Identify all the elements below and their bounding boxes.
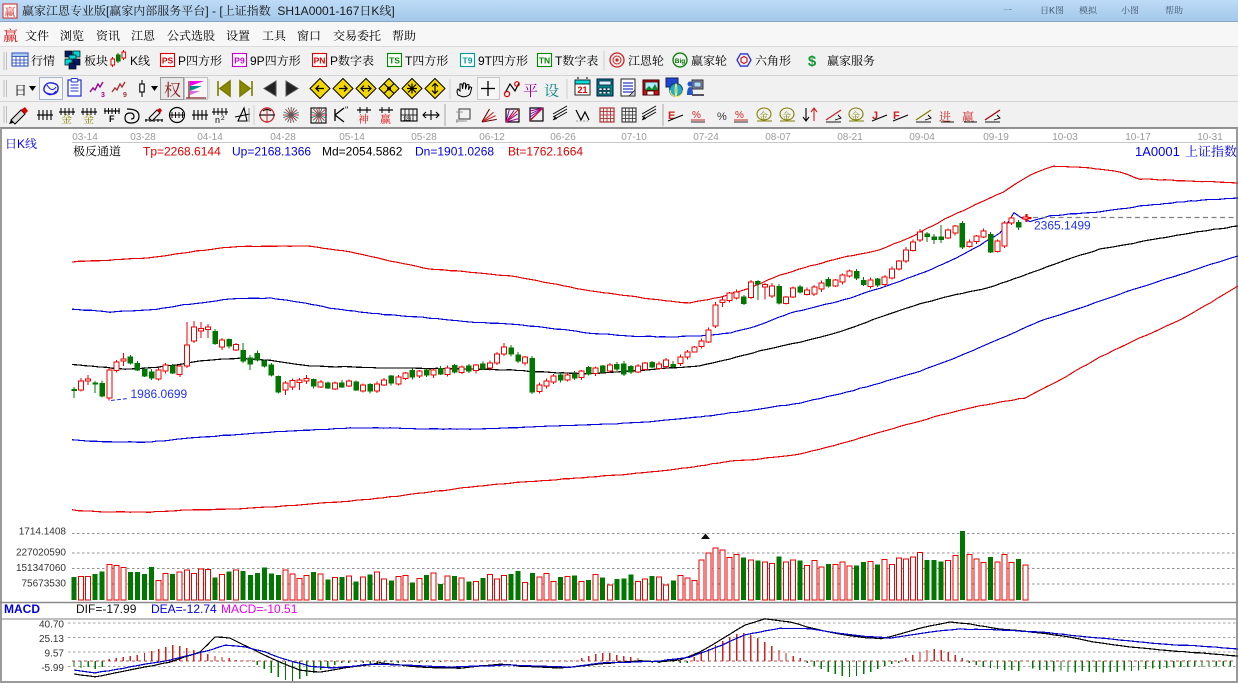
svg-text:2: 2 xyxy=(221,115,225,122)
svg-text:TN: TN xyxy=(539,56,550,66)
svg-text:n: n xyxy=(215,115,220,125)
svg-text:10-03: 10-03 xyxy=(1052,132,1078,143)
svg-text:03-28: 03-28 xyxy=(130,132,156,143)
svg-text:06-12: 06-12 xyxy=(479,132,505,143)
svg-text:%: % xyxy=(692,110,701,121)
svg-text:07-10: 07-10 xyxy=(621,132,647,143)
svg-text:T9: T9 xyxy=(463,56,473,66)
svg-text:Dn=1901.0268: Dn=1901.0268 xyxy=(415,145,494,159)
svg-text:3: 3 xyxy=(101,92,105,99)
svg-text:": " xyxy=(345,105,348,115)
svg-text:151347060: 151347060 xyxy=(16,563,66,574)
svg-text:1986.0699: 1986.0699 xyxy=(131,387,188,401)
svg-text:9.57: 9.57 xyxy=(45,649,65,660)
svg-text:10-31: 10-31 xyxy=(1197,132,1223,143)
svg-text:08-21: 08-21 xyxy=(837,132,863,143)
svg-text:PN: PN xyxy=(314,56,326,66)
svg-text:[: [ xyxy=(106,4,110,18)
svg-text:SH1A0001-167: SH1A0001-167 xyxy=(271,4,360,18)
svg-text:9T: 9T xyxy=(478,54,493,68)
svg-text:1A0001: 1A0001 xyxy=(1135,144,1180,159)
svg-text:08-07: 08-07 xyxy=(765,132,791,143)
svg-text:9: 9 xyxy=(123,92,127,99)
svg-text:21: 21 xyxy=(577,85,587,95)
svg-text:04-28: 04-28 xyxy=(270,132,296,143)
svg-text:P: P xyxy=(178,54,186,68)
svg-text:%: % xyxy=(735,110,744,121)
svg-text:123: 123 xyxy=(403,117,412,123)
svg-text:]: ] xyxy=(391,4,394,18)
svg-text:09-19: 09-19 xyxy=(983,132,1009,143)
svg-text:PS: PS xyxy=(162,56,174,66)
svg-text:Md=2054.5862: Md=2054.5862 xyxy=(322,145,403,159)
svg-text:Big: Big xyxy=(675,58,686,65)
svg-text:K: K xyxy=(1049,6,1055,16)
svg-text:J: J xyxy=(872,110,878,122)
svg-text:P9: P9 xyxy=(234,56,245,66)
svg-text:P: P xyxy=(330,54,338,68)
svg-text:] - [: ] - [ xyxy=(205,4,223,18)
svg-text:04-14: 04-14 xyxy=(197,132,223,143)
svg-text:MACD: MACD xyxy=(4,602,40,616)
svg-text:227020590: 227020590 xyxy=(16,548,66,559)
svg-text:Tp=2268.6144: Tp=2268.6144 xyxy=(143,145,221,159)
svg-text:Bt=1762.1664: Bt=1762.1664 xyxy=(508,145,583,159)
svg-text:9P: 9P xyxy=(250,54,265,68)
svg-text:07-24: 07-24 xyxy=(693,132,719,143)
svg-text:T: T xyxy=(555,54,563,68)
svg-text:10-17: 10-17 xyxy=(1125,132,1151,143)
svg-text:2365.1499: 2365.1499 xyxy=(1034,219,1091,233)
svg-text:MACD=-10.51: MACD=-10.51 xyxy=(221,602,298,616)
svg-text:$: $ xyxy=(808,53,817,70)
svg-text:03-14: 03-14 xyxy=(72,132,98,143)
svg-text:E: E xyxy=(668,110,675,122)
svg-text:DIF=-17.99: DIF=-17.99 xyxy=(76,602,137,616)
svg-text:DEA=-12.74: DEA=-12.74 xyxy=(151,602,217,616)
svg-text:1714.1408: 1714.1408 xyxy=(19,527,67,538)
svg-text:K: K xyxy=(17,137,25,151)
svg-text:F: F xyxy=(109,114,115,124)
svg-text:40.70: 40.70 xyxy=(39,620,64,631)
svg-text:09-04: 09-04 xyxy=(909,132,935,143)
svg-text:F: F xyxy=(893,110,900,122)
svg-text:25.13: 25.13 xyxy=(39,634,64,645)
svg-text:T: T xyxy=(405,54,413,68)
svg-text:K: K xyxy=(130,54,138,68)
svg-text:TS: TS xyxy=(389,56,400,66)
svg-text:-5.99: -5.99 xyxy=(41,663,64,674)
svg-text:%: % xyxy=(717,111,727,123)
svg-text:05-14: 05-14 xyxy=(339,132,365,143)
svg-text:K: K xyxy=(371,4,379,18)
svg-text:06-26: 06-26 xyxy=(550,132,576,143)
svg-text:05-28: 05-28 xyxy=(411,132,437,143)
svg-text:75673530: 75673530 xyxy=(22,579,67,590)
svg-text:Up=2168.1366: Up=2168.1366 xyxy=(232,145,311,159)
